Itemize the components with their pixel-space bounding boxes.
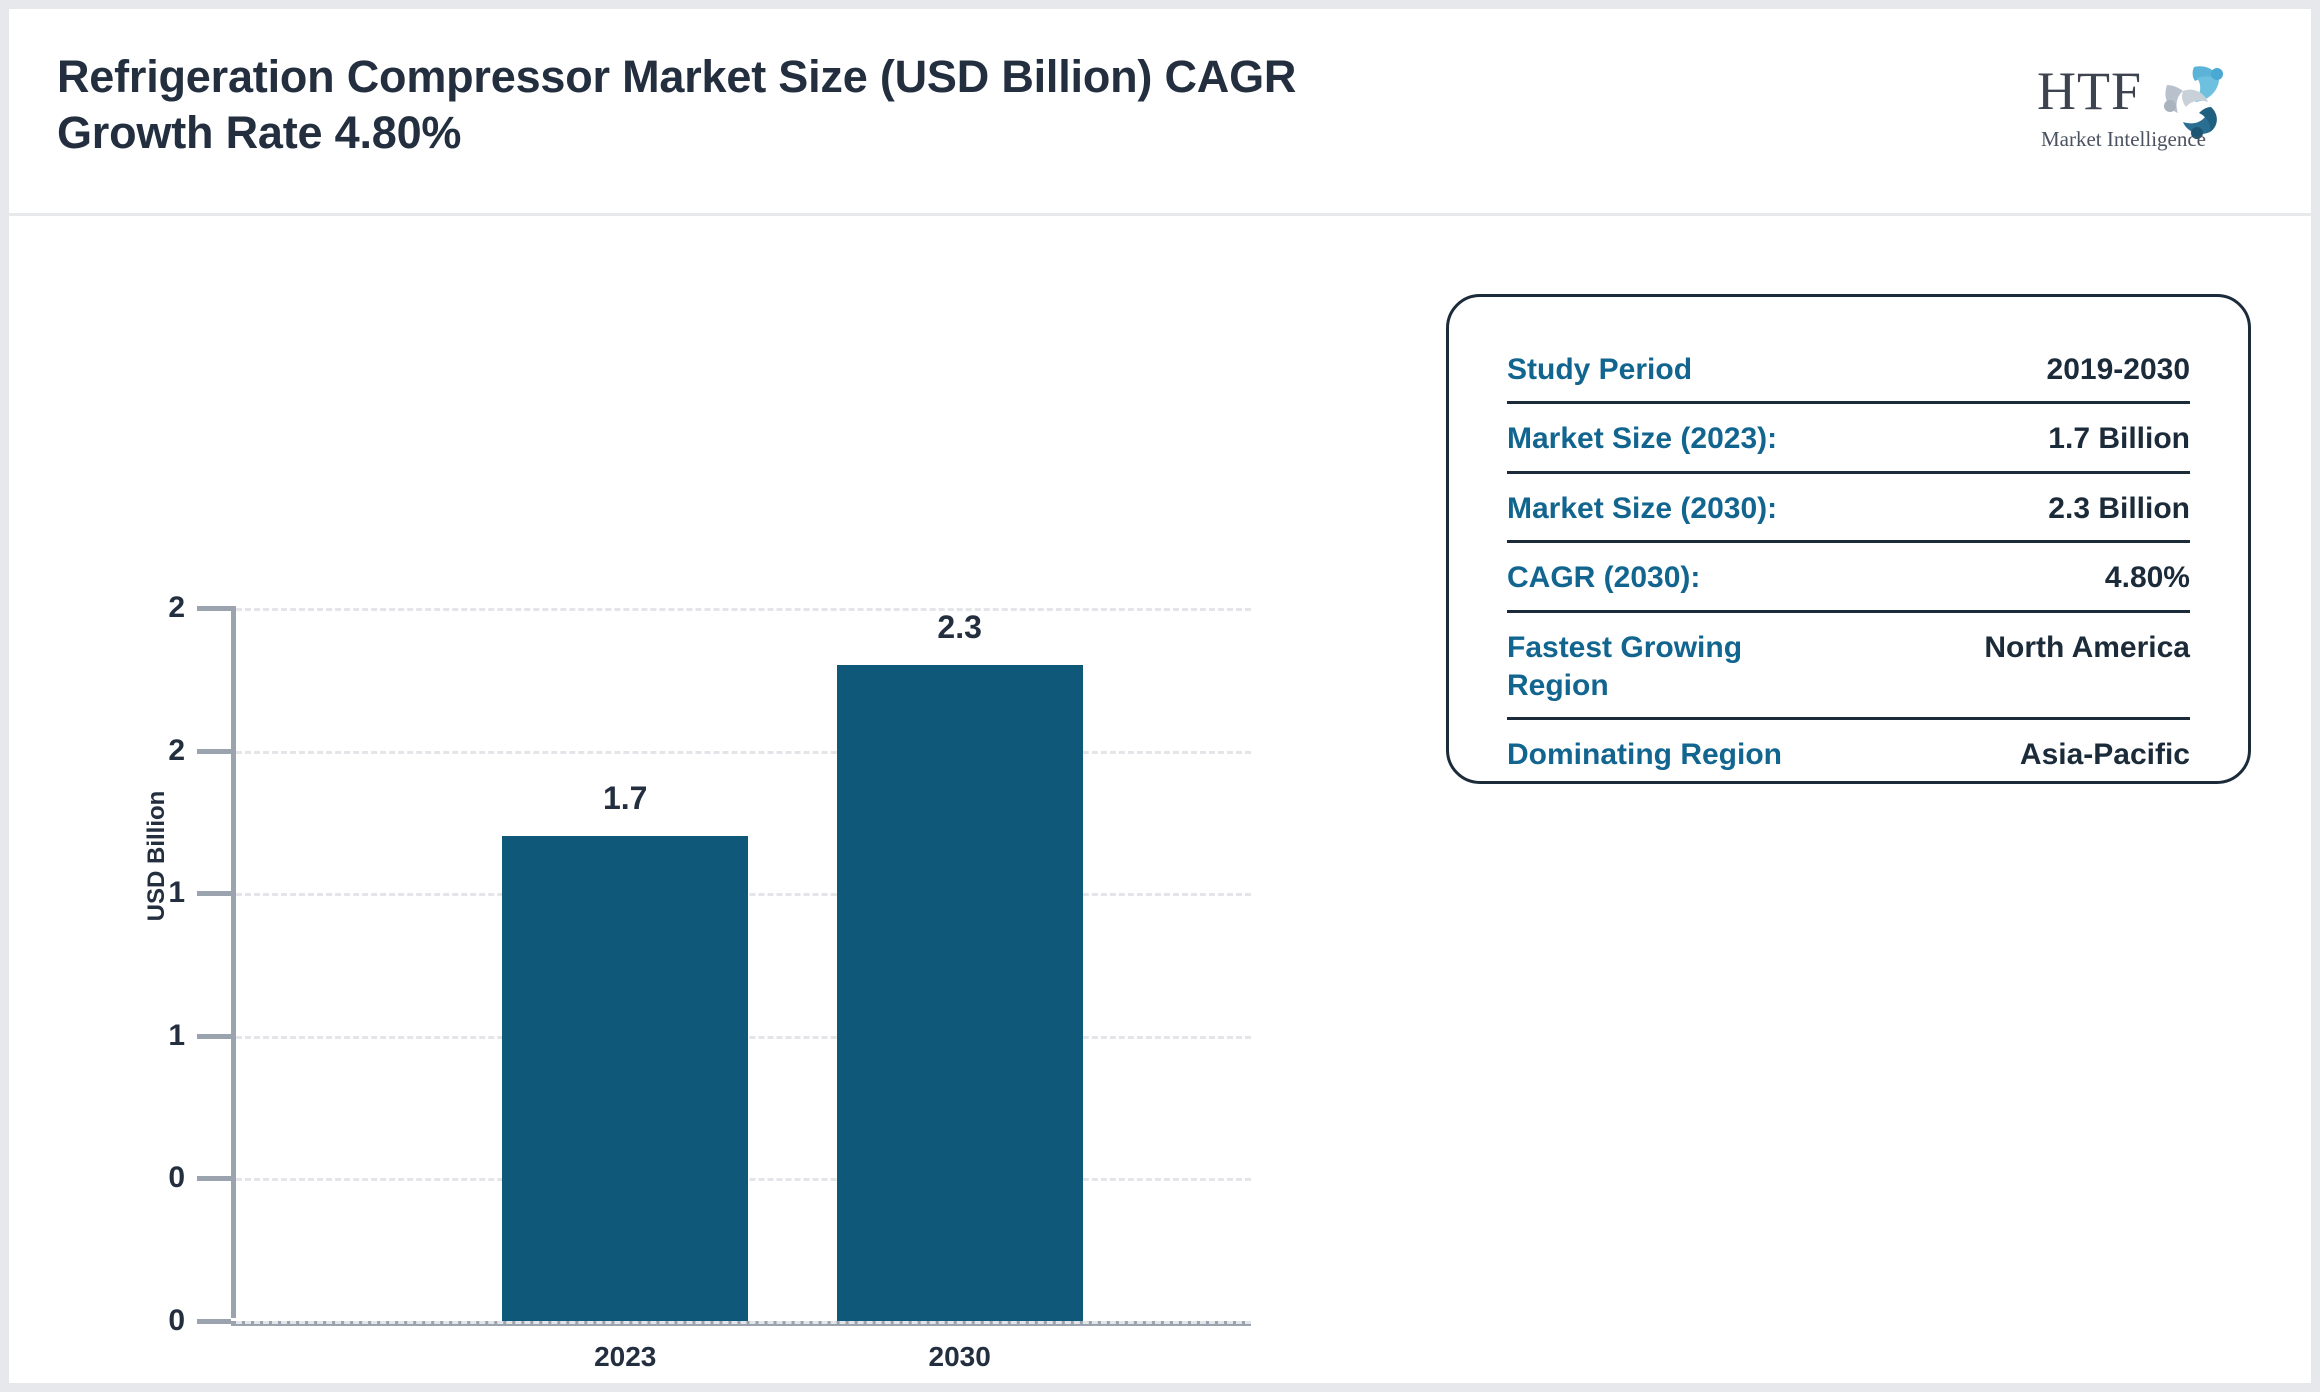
info-row: Market Size (2023): 1.7 Billion <box>1507 404 2190 474</box>
info-row: Dominating Region Asia-Pacific <box>1507 720 2190 786</box>
info-row-label: Market Size (2030): <box>1507 491 1778 525</box>
svg-text:Market Intelligence: Market Intelligence <box>2041 127 2206 151</box>
info-row-value: 2019-2030 <box>2046 353 2190 386</box>
y-axis-tick-label: 2 <box>168 733 185 767</box>
info-row: Market Size (2030): 2.3 Billion <box>1507 474 2190 544</box>
x-axis-tick-label: 2030 <box>928 1341 991 1372</box>
info-row-label: Study Period <box>1507 353 1693 386</box>
y-axis-tick-label: 0 <box>168 1161 185 1195</box>
info-row-label: Dominating Region <box>1507 738 1782 772</box>
page-title: Refrigeration Compressor Market Size (US… <box>57 51 1297 159</box>
chart-plot-area: 2 2 1 1 0 0 1.7 2023 2.3 2030 <box>168 386 1251 1372</box>
bar-2023[interactable] <box>502 836 749 1321</box>
x-axis-tick-label: 2023 <box>594 1341 657 1372</box>
info-row: Fastest Growing Region North America <box>1507 613 2190 721</box>
market-size-bar-chart: USD Billion 2 2 1 1 0 0 1.7 2023 2.3 2030 <box>9 216 1309 1380</box>
y-axis-tick-label: 1 <box>168 876 185 910</box>
gridline <box>236 608 1251 611</box>
info-row-label: Market Size (2023): <box>1507 422 1778 456</box>
svg-text:HTF: HTF <box>2037 61 2142 121</box>
htf-market-intelligence-logo: HTF Market Intelligence <box>2033 51 2243 156</box>
info-row-value: 2.3 Billion <box>2048 491 2190 525</box>
market-summary-card: Study Period 2019-2030 Market Size (2023):… <box>1446 294 2251 784</box>
y-axis-tick <box>197 606 231 611</box>
info-row-value: North America <box>1984 630 2190 664</box>
y-axis-tick-label: 0 <box>168 1304 185 1337</box>
info-row-label: Fastest Growing Region <box>1507 630 1743 702</box>
y-axis-tick-label: 2 <box>168 591 185 624</box>
y-axis-line <box>231 606 236 1318</box>
bar-value-label: 2.3 <box>937 609 982 646</box>
info-row-value: 4.80% <box>2104 561 2190 595</box>
bar-value-label: 1.7 <box>602 780 648 817</box>
y-axis-tick <box>197 1319 231 1324</box>
gridline <box>236 750 1251 754</box>
info-row-value: 1.7 Billion <box>2048 422 2190 456</box>
y-axis-tick <box>197 1033 231 1039</box>
y-axis-tick <box>197 1176 231 1182</box>
page-header: Refrigeration Compressor Market Size (US… <box>9 9 2311 216</box>
gridline <box>236 1321 1251 1324</box>
info-row-value: Asia-Pacific <box>2019 738 2190 772</box>
y-axis-tick <box>197 891 231 897</box>
info-row: Study Period 2019-2030 <box>1507 347 2190 405</box>
bar-2030[interactable] <box>836 665 1083 1321</box>
y-axis-tick-label: 1 <box>168 1018 185 1052</box>
y-axis-tick <box>197 748 231 754</box>
page-body: USD Billion 2 2 1 1 0 0 1.7 2023 2.3 2030 Study P… <box>9 216 2311 1380</box>
info-row-label: CAGR (2030): <box>1507 561 1701 595</box>
info-row: CAGR (2030): 4.80% <box>1507 543 2190 613</box>
